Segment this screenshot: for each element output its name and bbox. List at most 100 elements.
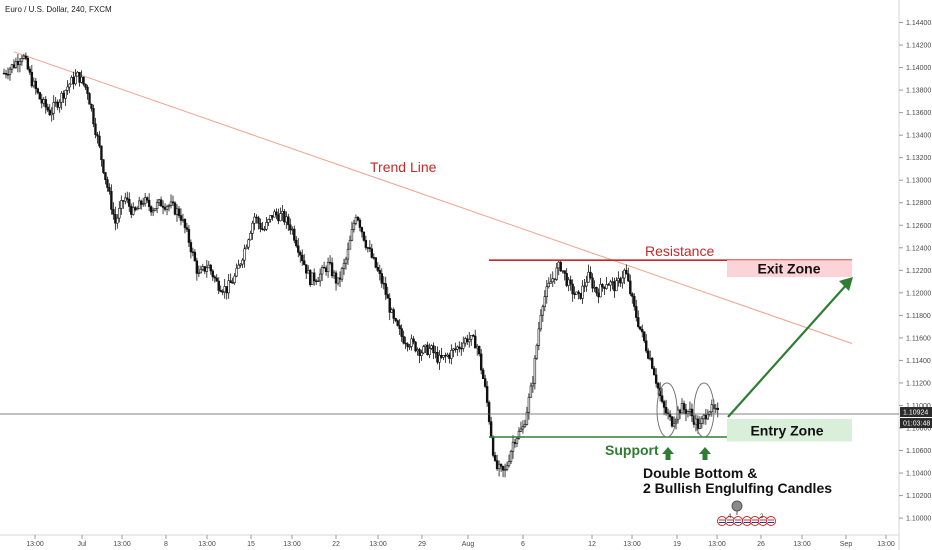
candle [215, 274, 218, 282]
arrow-up-icon-right [699, 447, 711, 460]
candle [336, 277, 340, 286]
candle [625, 264, 628, 275]
candle [716, 402, 719, 418]
candle [44, 96, 47, 114]
candle [88, 92, 91, 105]
candle [551, 271, 554, 288]
time-tick-label: 12 [588, 541, 596, 548]
event-flag-icon[interactable] [717, 516, 727, 526]
time-tick-label: 8 [164, 541, 168, 548]
candle [318, 268, 322, 287]
entry-zone-label: Entry Zone [750, 422, 823, 438]
candle [308, 268, 312, 287]
candle [380, 268, 383, 288]
time-tick-label: 13:00 [369, 541, 387, 548]
candle [34, 78, 38, 95]
candle [104, 172, 107, 185]
chart-header-title: Euro / U.S. Dollar, 240, FXCM [5, 5, 112, 14]
candle [217, 277, 220, 295]
candle [595, 286, 598, 297]
candle [386, 286, 389, 299]
candle [662, 399, 666, 416]
candle [74, 69, 77, 86]
time-tick-label: 13:00 [113, 541, 131, 548]
candle [531, 375, 535, 393]
candle [247, 238, 250, 250]
candle [36, 87, 40, 95]
time-tick-label: 13:00 [26, 541, 44, 548]
event-marker-icon[interactable] [731, 500, 743, 512]
candle [396, 319, 399, 327]
candle [470, 335, 473, 346]
candle [549, 274, 552, 284]
candle [165, 204, 169, 216]
countdown-label: 01:03:48 [903, 421, 930, 428]
candle [179, 208, 183, 226]
candle [116, 214, 119, 229]
candle [555, 262, 558, 281]
candle [299, 250, 302, 263]
candle [485, 381, 489, 407]
price-tick-label: 1.13200 [906, 155, 931, 162]
candle [645, 334, 648, 354]
candle [149, 205, 153, 216]
event-flag-icon[interactable] [733, 516, 743, 526]
candle [521, 420, 525, 434]
event-flag-icon[interactable] [766, 516, 776, 526]
candle [515, 437, 519, 448]
candlestick-series [2, 52, 719, 478]
candle [402, 330, 405, 345]
candle [143, 192, 147, 207]
candle [575, 291, 578, 295]
candle [422, 344, 425, 355]
candle [487, 400, 491, 425]
candle [153, 208, 157, 212]
candle [108, 183, 111, 195]
candle [700, 416, 704, 429]
candle [177, 206, 181, 219]
candle [410, 334, 413, 351]
time-tick-label: 6 [521, 541, 525, 548]
candle [18, 58, 22, 73]
time-tick-label: Jul [78, 541, 87, 548]
candle [30, 64, 34, 88]
candle [547, 277, 550, 289]
candle [68, 83, 71, 94]
price-tick-label: 1.11800 [906, 313, 931, 320]
candle [652, 365, 656, 376]
candle [183, 218, 187, 234]
candle [66, 80, 69, 95]
price-tick-label: 1.14200 [906, 43, 931, 50]
arrow-up-icon-left [662, 447, 674, 460]
candle [199, 265, 203, 274]
candle [350, 221, 354, 242]
price-tick-label: 1.10000 [906, 516, 931, 523]
candle [310, 272, 314, 285]
price-tick-label: 1.13800 [906, 88, 931, 95]
candle [545, 280, 548, 304]
candle [643, 331, 646, 343]
candle [523, 419, 527, 428]
candle [462, 336, 465, 352]
double-bottom-ellipse-left [656, 382, 678, 438]
candle [527, 393, 531, 420]
candle [565, 268, 568, 288]
candle [392, 307, 395, 324]
candle [255, 214, 258, 224]
candle [352, 219, 356, 233]
candle [394, 317, 397, 323]
candle [493, 451, 497, 462]
candle [100, 145, 103, 167]
candle [559, 260, 562, 272]
double-bottom-ellipse-right [693, 382, 715, 438]
event-flag-icon[interactable] [742, 516, 752, 526]
candle [408, 343, 411, 350]
price-tick-label: 1.13400 [906, 133, 931, 140]
event-flag-icon[interactable] [750, 516, 760, 526]
candle [356, 216, 360, 222]
candle [195, 257, 199, 281]
trend-line-label: Trend Line [370, 159, 437, 175]
candle [267, 218, 270, 227]
